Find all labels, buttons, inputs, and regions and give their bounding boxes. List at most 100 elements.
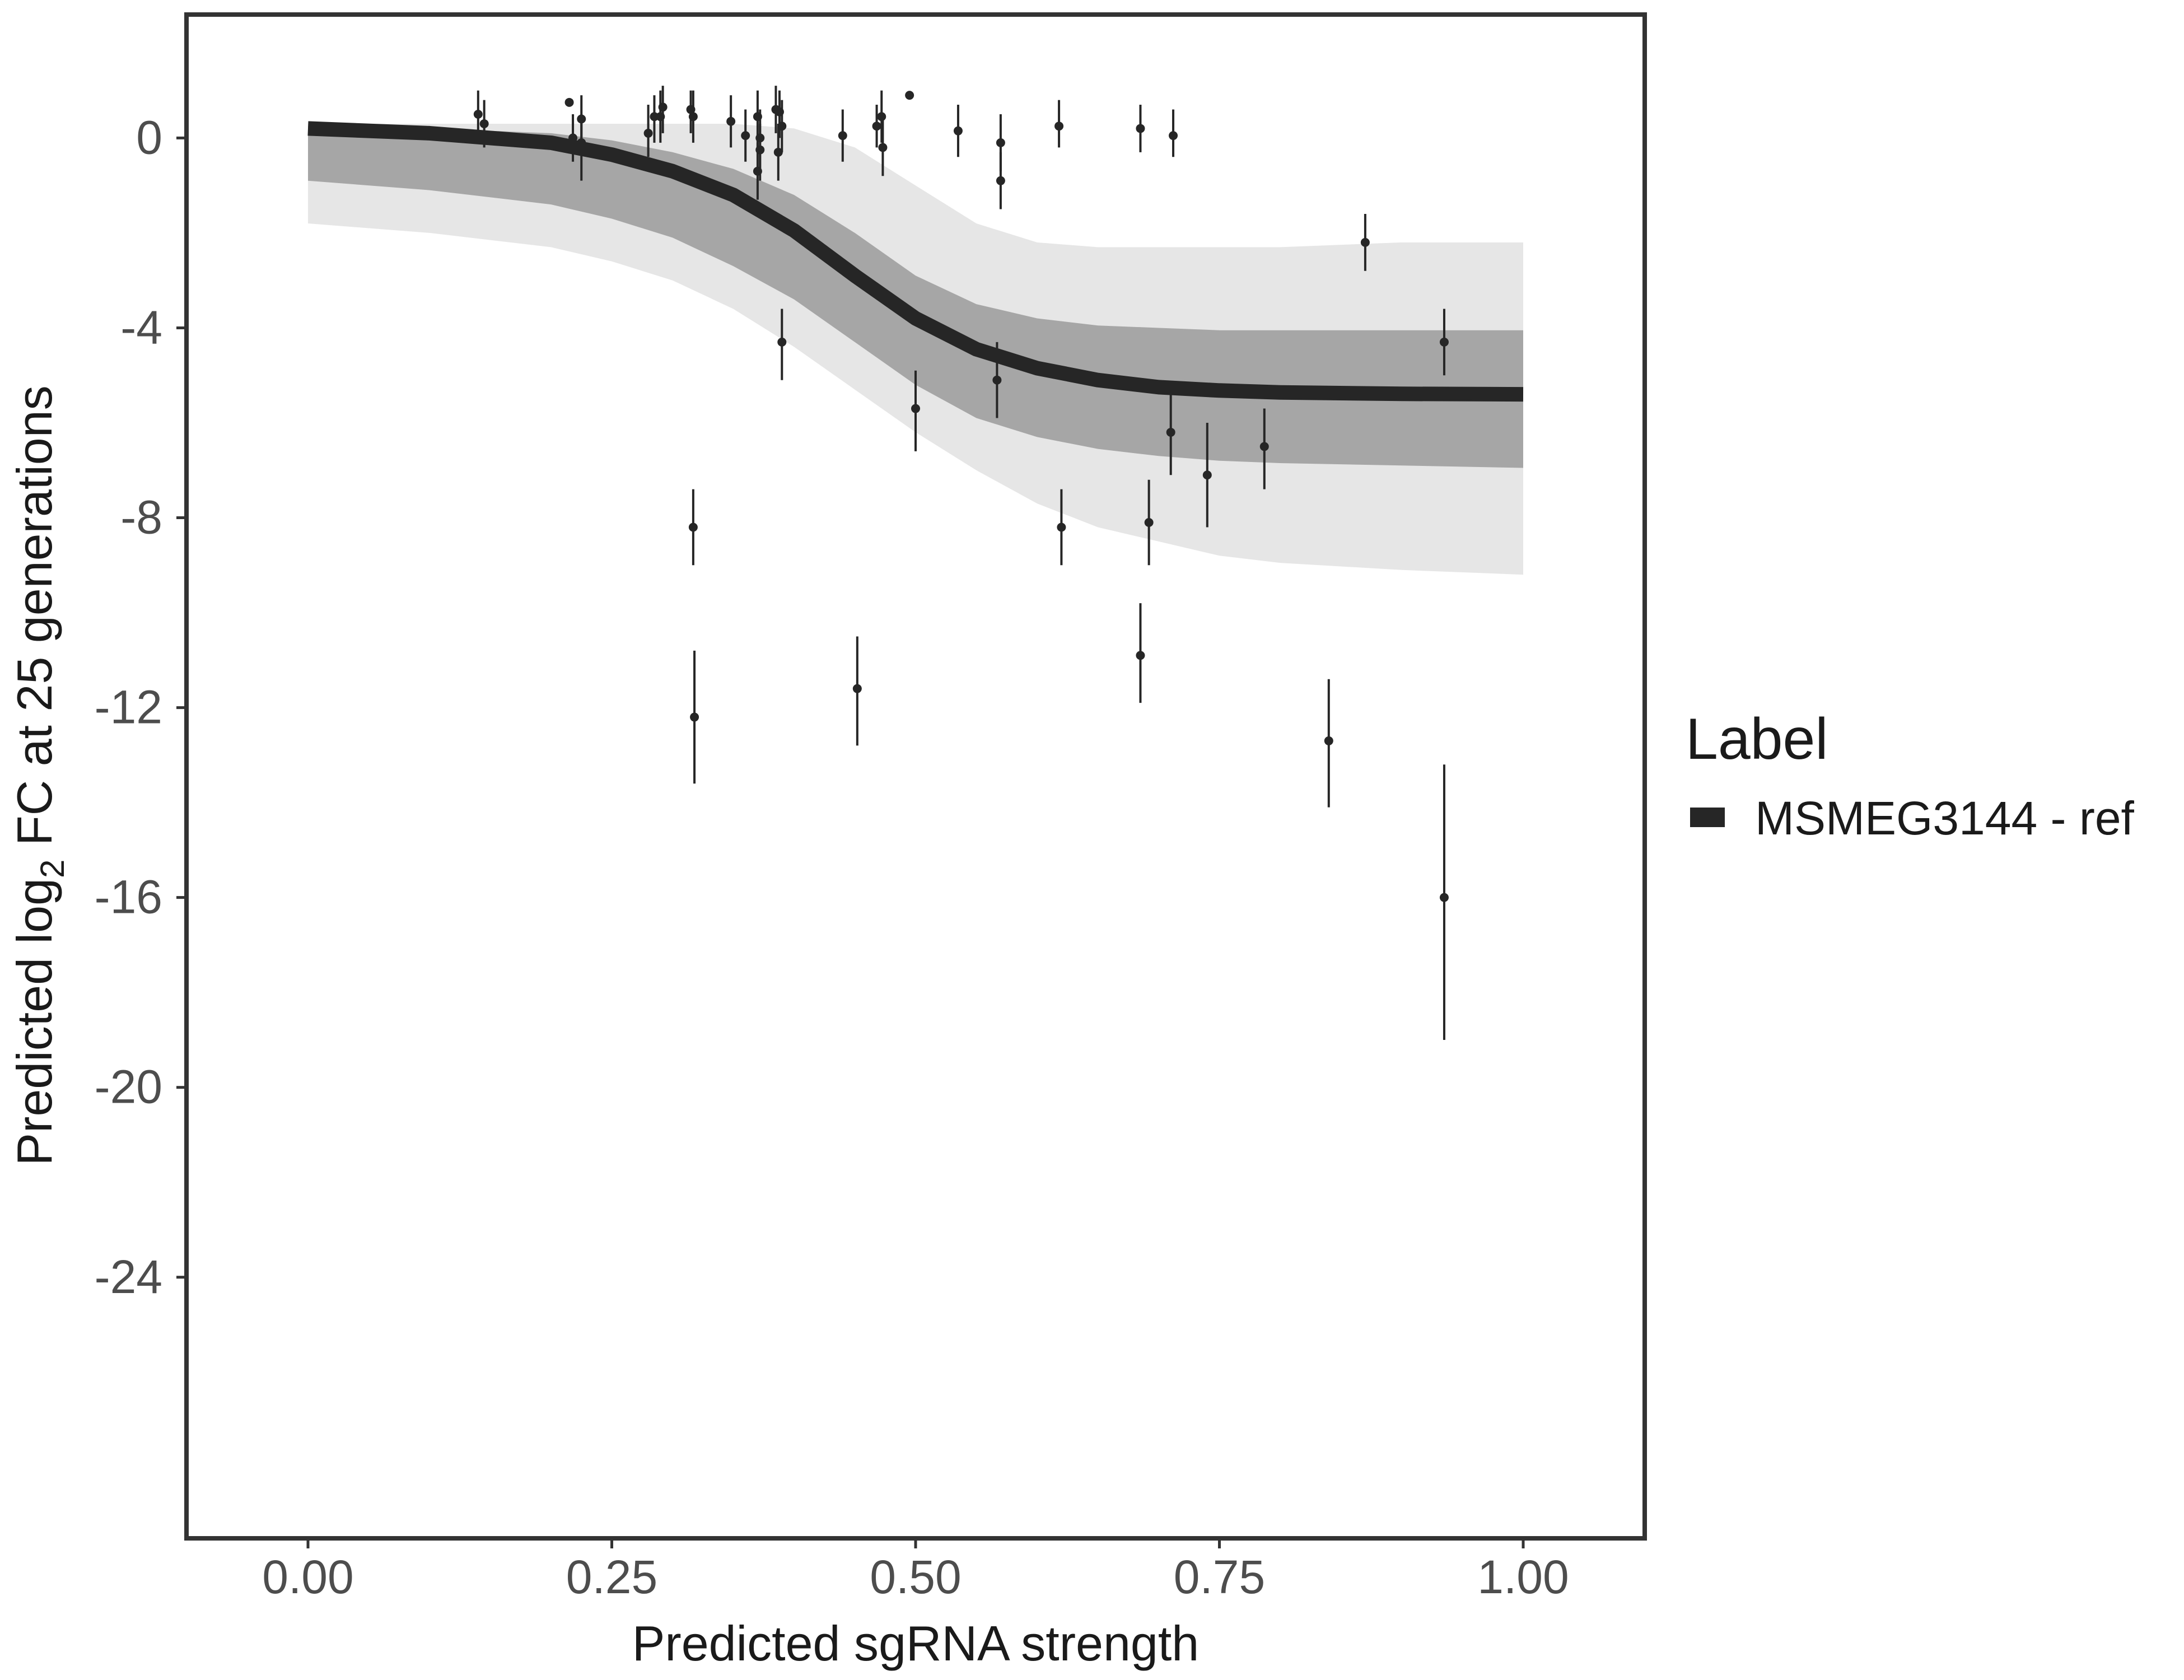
- x-tick-label: 0.75: [1174, 1551, 1266, 1603]
- point-marker: [838, 131, 847, 141]
- data-point: [741, 109, 750, 162]
- point-marker: [658, 102, 668, 112]
- point-marker: [1202, 470, 1212, 480]
- y-axis-title-prefix: Predicted log: [7, 878, 62, 1166]
- point-marker: [996, 176, 1005, 185]
- point-marker: [568, 133, 578, 143]
- point-marker: [1360, 237, 1370, 247]
- data-point: [479, 100, 489, 148]
- data-point: [564, 97, 574, 107]
- y-tick-label: -8: [120, 491, 162, 544]
- x-axis-title: Predicted sgRNA strength: [632, 1616, 1200, 1671]
- point-marker: [1136, 124, 1145, 133]
- point-marker: [1166, 427, 1175, 437]
- point-marker: [1259, 442, 1269, 451]
- point-marker: [1324, 736, 1333, 745]
- y-tick-label: -12: [95, 681, 162, 734]
- point-marker: [688, 522, 698, 532]
- point-marker: [564, 97, 574, 107]
- point-marker: [479, 119, 489, 128]
- point-marker: [777, 122, 787, 131]
- data-point: [1202, 422, 1212, 528]
- y-tick-label: -16: [95, 871, 162, 923]
- point-marker: [1057, 522, 1066, 532]
- data-point: [838, 109, 847, 162]
- band-core: [308, 126, 1523, 468]
- point-marker: [878, 143, 888, 152]
- data-point: [1324, 679, 1333, 808]
- point-marker: [1439, 893, 1449, 902]
- point-marker: [741, 131, 750, 141]
- y-tick-label: -24: [95, 1250, 162, 1303]
- point-marker: [877, 112, 886, 122]
- data-point: [1259, 408, 1269, 489]
- y-tick-label: 0: [136, 111, 162, 164]
- data-point: [852, 636, 862, 746]
- point-marker: [643, 128, 653, 138]
- point-marker: [773, 147, 783, 157]
- y-axis-title-subscript: 2: [34, 860, 71, 878]
- point-marker: [688, 112, 698, 122]
- data-point: [755, 123, 765, 181]
- data-point: [1144, 479, 1154, 566]
- y-axis-title: Predicted log2 FC at 25 generations: [7, 385, 71, 1165]
- data-point: [992, 342, 1002, 418]
- data-point: [1057, 489, 1066, 566]
- data-point: [1439, 309, 1449, 376]
- data-point: [872, 105, 881, 148]
- point-marker: [1144, 518, 1154, 527]
- point-marker: [755, 145, 765, 155]
- legend-key-swatch: [1690, 808, 1725, 827]
- point-marker: [1136, 651, 1145, 660]
- data-point: [996, 152, 1005, 209]
- point-marker: [690, 712, 699, 722]
- y-tick-label: -4: [120, 301, 162, 353]
- data-point: [878, 119, 888, 176]
- data-point: [953, 105, 963, 157]
- data-point: [658, 86, 668, 133]
- point-marker: [777, 337, 787, 347]
- point-marker: [911, 404, 920, 413]
- fit-curve-layer: [307, 121, 1524, 402]
- data-point: [690, 650, 699, 784]
- data-point: [777, 309, 787, 380]
- data-point: [905, 91, 914, 100]
- point-marker: [996, 138, 1005, 147]
- point-marker: [905, 91, 914, 100]
- data-point: [1169, 109, 1178, 157]
- posterior-draws-band: [308, 124, 1523, 575]
- data-point: [726, 95, 736, 148]
- point-marker: [473, 110, 483, 119]
- data-point: [1136, 603, 1145, 703]
- y-tick-label: -20: [95, 1061, 162, 1113]
- data-point: [777, 100, 787, 152]
- point-marker: [953, 126, 963, 136]
- data-point: [577, 114, 586, 181]
- legend: Label MSMEG3144 - ref: [1686, 707, 2135, 844]
- point-marker: [1054, 122, 1064, 131]
- point-marker: [1439, 337, 1449, 347]
- x-tick-label: 0.00: [262, 1551, 354, 1603]
- point-marker: [872, 122, 881, 131]
- data-point: [773, 123, 783, 181]
- point-marker: [992, 375, 1002, 385]
- x-tick-label: 0.50: [870, 1551, 962, 1603]
- y-axis: 0 -4 -8 -12 -16 -20 -24: [95, 111, 186, 1303]
- point-marker: [852, 684, 862, 693]
- data-point: [688, 489, 698, 566]
- x-tick-label: 0.25: [566, 1551, 658, 1603]
- data-points-layer: [473, 86, 1449, 1040]
- fit-curve: [307, 121, 1524, 402]
- legend-entry-label: MSMEG3144 - ref: [1755, 792, 2135, 844]
- data-point: [1439, 764, 1449, 1040]
- data-point: [1360, 214, 1370, 271]
- point-marker: [1169, 131, 1178, 141]
- data-point: [568, 114, 578, 162]
- data-point: [643, 105, 653, 157]
- data-point: [1054, 100, 1064, 148]
- data-point: [473, 90, 483, 143]
- y-axis-title-suffix: FC at 25 generations: [7, 385, 62, 859]
- data-point: [1136, 105, 1145, 152]
- data-point: [877, 90, 886, 143]
